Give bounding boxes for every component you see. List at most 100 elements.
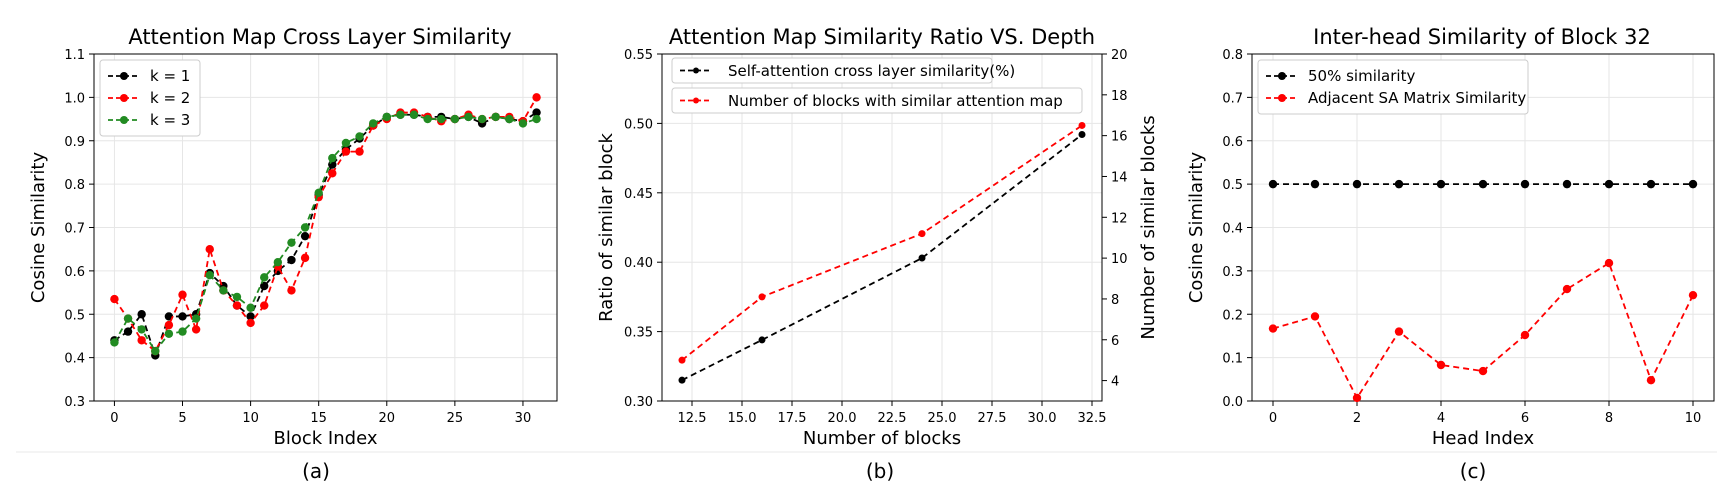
data-point [110, 294, 119, 304]
data-point [341, 138, 351, 148]
data-point [1688, 179, 1698, 189]
chart-title: Inter-head Similarity of Block 32 [1313, 25, 1651, 49]
data-point [1352, 179, 1362, 189]
data-point [1352, 393, 1362, 403]
data-point [328, 153, 337, 163]
data-point [137, 325, 146, 334]
x-tick-label: 25 [447, 411, 464, 426]
legend-marker [120, 94, 128, 102]
x-tick-label: 10 [1685, 411, 1702, 426]
legend-label: k = 2 [150, 89, 190, 107]
legend-label: Number of blocks with similar attention … [728, 92, 1063, 110]
data-point [151, 346, 160, 356]
legend-frame [671, 57, 993, 84]
data-point [1478, 179, 1488, 189]
chart-title: Attention Map Similarity Ratio VS. Depth [669, 25, 1095, 49]
x-tick-label: 0 [1269, 411, 1277, 426]
y-tick-label: 1.0 [64, 91, 85, 106]
x-tick-label: 20.0 [828, 411, 857, 426]
data-point [1646, 179, 1656, 189]
data-point [532, 114, 541, 124]
y-tick-label: 0.50 [624, 117, 653, 132]
x-tick-label: 32.5 [1078, 411, 1107, 426]
series-line [681, 124, 1083, 361]
data-point [123, 327, 133, 336]
data-point [164, 329, 174, 338]
data-point [758, 293, 766, 301]
data-point [1268, 324, 1278, 333]
x-tick-label: 17.5 [778, 411, 807, 426]
y-tick-label: 0.3 [1222, 265, 1243, 280]
y2-tick-label: 6 [1111, 334, 1119, 349]
data-point [1520, 330, 1530, 340]
data-point [300, 231, 310, 241]
data-point [758, 336, 766, 344]
y-tick-label: 0.2 [1222, 308, 1243, 323]
data-point [1394, 327, 1404, 336]
data-point [518, 119, 528, 128]
data-point [918, 254, 926, 262]
data-point [1268, 179, 1278, 189]
x-tick-label: 30 [515, 411, 532, 426]
data-point [137, 336, 146, 345]
y2-tick-label: 14 [1111, 170, 1128, 185]
y-tick-label: 0.55 [624, 48, 653, 63]
data-point [260, 281, 269, 291]
data-point [678, 376, 686, 384]
y-tick-label: 0.1 [1222, 352, 1243, 367]
data-point [191, 314, 201, 323]
data-point [260, 301, 269, 310]
data-point [191, 325, 201, 334]
data-point [205, 244, 214, 254]
y2-tick-label: 16 [1111, 130, 1128, 145]
data-point [505, 114, 514, 124]
y-tick-label: 0.7 [1222, 91, 1243, 106]
y-tick-label: 0.40 [624, 256, 653, 271]
x-tick-label: 22.5 [878, 411, 907, 426]
y-tick-label: 0.9 [64, 135, 85, 150]
data-point [1078, 121, 1086, 129]
legend-marker [1278, 72, 1286, 80]
data-point [423, 114, 432, 124]
legend-label: k = 3 [150, 111, 190, 129]
series-line [1272, 261, 1694, 400]
y-tick-label: 0.6 [1222, 135, 1243, 150]
data-point [1310, 179, 1320, 189]
data-point [1478, 366, 1488, 376]
chart-panel-b: 12.5 15.0 17.5 20.0 22.5 25.0 27.5 30.0 32.5 0.30… [596, 25, 1159, 483]
y2-tick-label: 4 [1111, 375, 1119, 390]
x-axis-label: Head Index [1432, 428, 1535, 449]
legend-label: Self-attention cross layer similarity(%) [728, 62, 1015, 80]
data-point [123, 314, 133, 323]
x-tick-label: 15 [310, 411, 327, 426]
data-point [409, 110, 419, 119]
chart-title: Attention Map Cross Layer Similarity [128, 25, 511, 49]
data-point [1310, 312, 1320, 321]
y-axis-label: Ratio of similar block [596, 133, 617, 322]
data-point [1394, 179, 1404, 189]
data-point [368, 119, 378, 128]
x-tick-label: 0 [110, 411, 118, 426]
x-tick-label: 30.0 [1028, 411, 1057, 426]
y-tick-label: 0.30 [624, 395, 653, 410]
legend: Self-attention cross layer similarity(%)… [671, 57, 1083, 114]
y-tick-label: 0.6 [64, 265, 85, 280]
data-point [178, 312, 187, 321]
data-point [1436, 179, 1446, 189]
legend-label: 50% similarity [1308, 67, 1415, 85]
data-point [110, 338, 119, 347]
legend-frame [1257, 59, 1529, 115]
x-tick-label: 2 [1353, 411, 1361, 426]
x-tick-label: 27.5 [978, 411, 1007, 426]
y-tick-label: 0.7 [64, 222, 85, 237]
y-tick-label: 0.8 [1222, 48, 1243, 63]
series-line [113, 96, 538, 353]
x-axis-label: Number of blocks [803, 428, 961, 449]
data-point [450, 114, 460, 124]
y2-tick-label: 20 [1111, 48, 1128, 63]
x-tick-label: 12.5 [678, 411, 707, 426]
series-1 [678, 131, 1086, 384]
data-point [232, 292, 242, 302]
data-point [678, 356, 686, 364]
